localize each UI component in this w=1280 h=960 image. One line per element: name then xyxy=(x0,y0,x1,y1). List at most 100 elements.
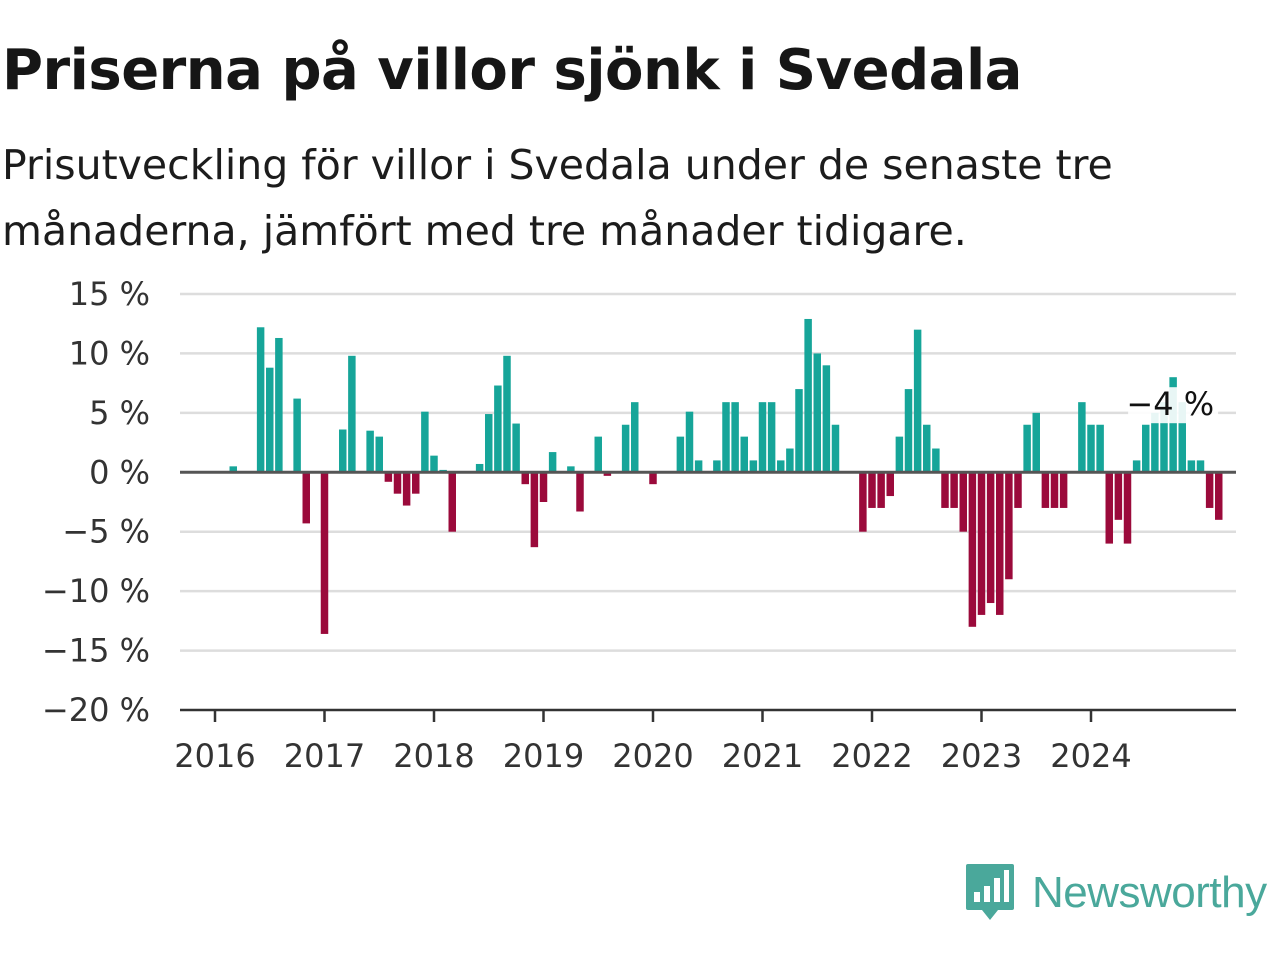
bar xyxy=(485,414,493,473)
bar xyxy=(594,436,602,473)
bar xyxy=(813,353,821,473)
bar xyxy=(375,436,383,473)
bar xyxy=(859,472,867,532)
bar xyxy=(713,460,721,473)
bar xyxy=(786,448,794,473)
x-tick-label: 2021 xyxy=(722,737,803,775)
bar-chart-bubble-icon xyxy=(966,864,1014,920)
bar xyxy=(996,472,1004,615)
bar xyxy=(366,430,374,473)
y-tick-label: −5 % xyxy=(62,513,150,551)
y-tick-label: −20 % xyxy=(42,691,150,729)
bar xyxy=(795,389,803,473)
bar xyxy=(448,472,456,532)
bar xyxy=(758,402,767,473)
bar xyxy=(1196,460,1205,473)
bar xyxy=(1160,402,1168,473)
bar xyxy=(685,411,694,473)
bar xyxy=(1023,424,1031,473)
bar xyxy=(421,411,429,473)
bars xyxy=(180,318,1236,634)
bar-chart: 15 %10 %5 %0 %−5 %−10 %−15 %−20 % 2016 20… xyxy=(42,275,1236,775)
bar xyxy=(959,472,967,532)
bar xyxy=(1114,472,1123,520)
bar xyxy=(302,472,310,524)
bar xyxy=(1096,424,1104,473)
newsworthy-logo: Newsworthy xyxy=(964,862,1267,924)
bar xyxy=(275,337,283,473)
bar xyxy=(548,452,557,473)
bar xyxy=(1105,472,1113,544)
bar xyxy=(576,472,584,512)
bar xyxy=(694,460,703,473)
bar xyxy=(1050,472,1059,508)
bar xyxy=(822,365,831,473)
bar xyxy=(1178,402,1186,473)
bar xyxy=(1059,472,1068,508)
chart-subtitle: Prisutveckling för villor i Svedala unde… xyxy=(2,141,1113,255)
x-axis: 2016 2017 2018 2019 2020 2021 2022 2023 2024 xyxy=(174,708,1236,775)
bar xyxy=(804,318,812,473)
bar xyxy=(932,448,940,473)
bar xyxy=(649,472,657,485)
bar xyxy=(430,455,438,473)
bar xyxy=(1032,412,1040,473)
bar xyxy=(1005,472,1013,580)
y-tick-label: −10 % xyxy=(42,572,150,610)
bar xyxy=(767,402,776,473)
bar xyxy=(348,355,356,473)
bar xyxy=(749,460,758,473)
bar xyxy=(913,329,922,473)
bar xyxy=(1151,412,1159,473)
bar xyxy=(339,429,347,473)
y-tick-label: −15 % xyxy=(42,632,150,670)
bar xyxy=(868,472,876,508)
bar xyxy=(631,402,639,473)
bar xyxy=(567,466,575,473)
x-tick-label: 2017 xyxy=(284,737,365,775)
bar xyxy=(777,460,785,473)
bar xyxy=(904,389,913,473)
bar xyxy=(503,355,511,473)
x-tick-label: 2016 xyxy=(174,737,255,775)
y-tick-label: 0 % xyxy=(89,453,150,491)
bar xyxy=(977,472,986,615)
bar xyxy=(320,472,329,634)
x-tick-label: 2023 xyxy=(941,737,1022,775)
bar xyxy=(393,472,402,494)
bar xyxy=(1215,472,1223,520)
bar xyxy=(521,472,529,485)
bar xyxy=(923,424,931,473)
gridlines xyxy=(180,292,1236,652)
bar xyxy=(886,472,894,497)
bar xyxy=(1169,377,1177,473)
x-tick-label: 2024 xyxy=(1050,737,1131,775)
x-tick-label: 2019 xyxy=(503,737,584,775)
bar xyxy=(384,472,393,482)
bar xyxy=(603,472,612,476)
bar xyxy=(256,327,265,473)
bar xyxy=(722,402,730,473)
bar xyxy=(877,472,885,508)
bar xyxy=(412,472,420,494)
chart-title: Priserna på villor sjönk i Svedala xyxy=(2,38,1022,103)
bar xyxy=(530,472,539,548)
y-tick-label: 5 % xyxy=(89,394,150,432)
bar xyxy=(1187,460,1196,473)
bar xyxy=(1041,472,1050,508)
bar xyxy=(512,423,520,473)
bar xyxy=(731,402,739,473)
x-tick-label: 2022 xyxy=(831,737,912,775)
latest-value-label: −4 % xyxy=(1126,385,1214,423)
bar xyxy=(676,436,685,473)
bar xyxy=(293,398,301,473)
bar xyxy=(950,472,958,508)
bar xyxy=(539,472,548,502)
bar xyxy=(740,436,748,473)
bar xyxy=(1014,472,1022,508)
bar xyxy=(621,424,630,473)
bar xyxy=(895,436,904,473)
bar xyxy=(1123,472,1132,544)
x-tick-label: 2018 xyxy=(393,737,474,775)
bar xyxy=(1142,424,1150,473)
